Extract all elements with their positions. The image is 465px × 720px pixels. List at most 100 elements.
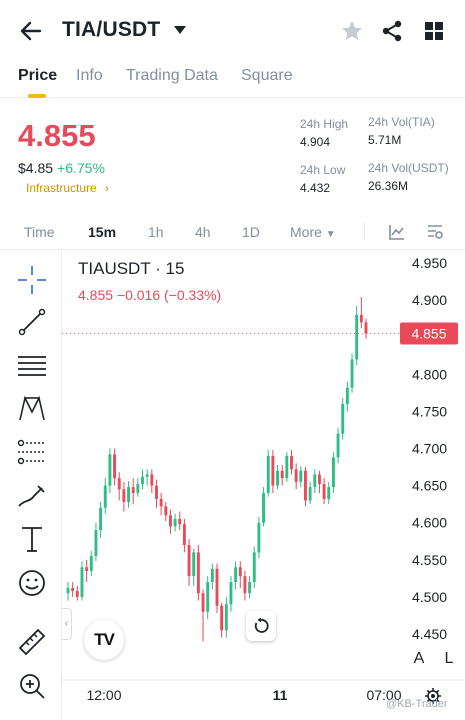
tf-1d[interactable]: 1D	[242, 224, 260, 240]
reset-icon	[254, 617, 269, 633]
grid-menu-icon[interactable]	[422, 19, 446, 43]
horizontal-lines-icon[interactable]	[16, 350, 48, 382]
price-tick-label: 4.950	[412, 255, 447, 271]
header: TIA/USDT	[0, 0, 465, 62]
auto-scale-button[interactable]: A	[413, 650, 425, 667]
time-tick-label: 11	[273, 687, 288, 703]
candle-body	[313, 474, 317, 488]
candle-body	[248, 582, 252, 594]
candle-body	[187, 544, 191, 577]
vol-usdt-value: 26.36M	[368, 179, 409, 193]
candle-body	[178, 518, 182, 525]
tradingview-logo-text: TV	[94, 630, 115, 649]
candle-body	[294, 469, 298, 482]
emoji-icon[interactable]	[16, 567, 48, 599]
candle-body	[266, 455, 270, 494]
candle-body	[331, 457, 335, 488]
chevron-right-icon: ›	[105, 181, 110, 195]
indicators-icon[interactable]	[388, 223, 406, 241]
tf-time[interactable]: Time	[24, 224, 55, 240]
chart-settings-icon[interactable]	[426, 223, 444, 241]
candle-body	[206, 582, 210, 612]
pattern-tool-icon[interactable]	[16, 392, 48, 424]
star-icon[interactable]	[340, 19, 364, 43]
high-label: 24h High	[300, 117, 349, 131]
candle-body	[238, 567, 242, 577]
tab-trading-data[interactable]: Trading Data	[126, 67, 218, 84]
tab-square[interactable]: Square	[241, 67, 293, 84]
category-link[interactable]: Infrastructure ›	[26, 181, 109, 195]
vol-tia-label: 24h Vol(TIA)	[368, 115, 435, 129]
candle-body	[271, 455, 275, 486]
tab-info[interactable]: Info	[76, 67, 103, 84]
candle-body	[364, 322, 368, 334]
price-tick-label: 4.900	[412, 292, 447, 308]
change-percent: +6.75%	[57, 160, 105, 176]
caret-down-icon: ▼	[325, 229, 336, 240]
log-scale-button[interactable]: L	[444, 650, 454, 667]
price-tick-label: 4.600	[412, 515, 447, 531]
trendline-icon[interactable]	[16, 306, 48, 338]
candle-body	[229, 582, 233, 605]
candle-body	[168, 515, 172, 527]
vol-usdt-label: 24h Vol(USDT)	[368, 161, 449, 175]
vol-tia-value: 5.71M	[368, 133, 402, 147]
tf-more[interactable]: More ▼	[290, 224, 336, 240]
price-tick-label: 4.700	[412, 441, 447, 457]
back-arrow-icon[interactable]	[18, 18, 44, 44]
tf-15m[interactable]: 15m	[88, 224, 117, 240]
toolbar-collapse-tab[interactable]: ‹	[62, 608, 72, 640]
price-tick-label: 4.500	[412, 589, 447, 605]
candle-body	[117, 478, 121, 490]
candle-body	[345, 387, 349, 404]
candlestick-chart[interactable]: 4.9504.9004.8504.8004.7504.7004.6504.600…	[62, 250, 465, 720]
price-tick-label: 4.550	[412, 552, 447, 568]
crosshair-icon[interactable]	[16, 264, 48, 296]
pair-title[interactable]: TIA/USDT	[62, 18, 161, 41]
candle-body	[131, 487, 135, 494]
candle-body	[215, 568, 219, 606]
current-price-tag	[400, 322, 458, 345]
candle-body	[234, 567, 238, 583]
ruler-icon[interactable]	[16, 626, 48, 658]
chart-area[interactable]: 4.9504.9004.8504.8004.7504.7004.6504.600…	[62, 250, 465, 720]
candle-body	[355, 314, 359, 360]
tab-price[interactable]: Price	[18, 67, 58, 84]
candle-body	[317, 474, 321, 485]
candle-body	[350, 359, 354, 388]
time-tick-label: 07:00	[366, 687, 401, 703]
candle-body	[89, 556, 93, 571]
category-label: Infrastructure	[26, 181, 97, 195]
timeframe-bar: Time 15m 1h 4h 1D More ▼	[0, 212, 465, 250]
tf-4h[interactable]: 4h	[195, 224, 211, 240]
candle-body	[150, 474, 154, 486]
candle-body	[252, 552, 256, 583]
tf-more-label: More	[290, 224, 322, 240]
price-tick-label: 4.450	[412, 626, 447, 642]
candle-body	[285, 455, 289, 479]
zoom-in-icon[interactable]	[16, 670, 48, 702]
share-icon[interactable]	[380, 19, 404, 43]
candle-body	[280, 470, 284, 479]
text-tool-icon[interactable]	[16, 523, 48, 555]
candle-body	[136, 484, 140, 494]
candle-body	[327, 487, 331, 499]
last-price: 4.855	[18, 118, 96, 153]
time-tick-label: 12:00	[86, 687, 121, 703]
gear-icon[interactable]	[424, 687, 442, 705]
active-tab-indicator	[28, 94, 46, 98]
usd-change-line: $4.85 +6.75%	[18, 160, 105, 176]
brush-icon[interactable]	[16, 480, 48, 512]
reset-chart-button[interactable]	[246, 611, 276, 641]
pair-dropdown-caret-icon[interactable]	[173, 24, 187, 36]
candle-body	[299, 470, 303, 482]
tf-1h[interactable]: 1h	[148, 224, 164, 240]
low-label: 24h Low	[300, 163, 346, 177]
chart-symbol-title: TIAUSDT · 15	[78, 259, 185, 278]
candle-body	[182, 524, 186, 545]
watermark: @KB-Trader	[386, 698, 448, 710]
section-tabs: Price Info Trading Data Square	[0, 62, 465, 98]
price-tick-label: 4.800	[412, 366, 447, 382]
fib-retracement-icon[interactable]	[16, 436, 48, 468]
candle-body	[220, 605, 224, 631]
